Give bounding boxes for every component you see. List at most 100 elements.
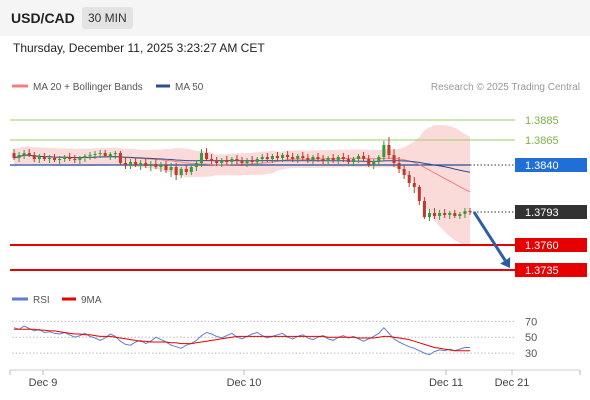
- candle: [265, 153, 269, 162]
- candle: [22, 150, 26, 159]
- x-tick-label: Dec 10: [227, 377, 262, 389]
- candle: [387, 137, 391, 159]
- legend-rsi-label: RSI: [33, 295, 50, 306]
- candle: [407, 171, 411, 187]
- candle: [422, 197, 426, 219]
- candle: [412, 177, 416, 193]
- candle: [123, 157, 127, 169]
- candle: [260, 154, 264, 163]
- candle: [331, 154, 335, 163]
- candle: [68, 153, 72, 161]
- last-price-tag: [515, 205, 587, 219]
- candle: [291, 153, 295, 162]
- support-1-tag: [515, 238, 587, 252]
- candle: [382, 141, 386, 161]
- candle: [174, 163, 178, 180]
- research-credit: Research © 2025 Trading Central: [431, 82, 580, 93]
- candle: [47, 155, 51, 163]
- candle: [392, 149, 396, 167]
- candle: [341, 153, 345, 162]
- rsi-panel: 70 50 30: [12, 316, 537, 360]
- candle: [230, 157, 234, 166]
- candle: [438, 210, 442, 220]
- candle: [306, 154, 310, 163]
- bollinger-band-area: [14, 125, 470, 247]
- level-labels: 1.3885 1.3865 1.3840 1.3793 1.3760 1.3735: [515, 115, 587, 277]
- resistance-2-label: 1.3885: [525, 115, 559, 127]
- candle: [301, 152, 305, 161]
- candle: [448, 211, 452, 219]
- candle: [235, 155, 239, 164]
- candle: [250, 156, 254, 164]
- candle: [83, 154, 87, 162]
- timeframe-button[interactable]: 30 MIN: [82, 7, 133, 29]
- support-1-label: 1.3760: [525, 240, 559, 252]
- candlesticks: [12, 137, 472, 221]
- candle: [134, 158, 138, 167]
- rsi-tick-label: 50: [525, 332, 537, 344]
- candle: [17, 152, 21, 162]
- last-price-label: 1.3793: [525, 207, 559, 219]
- candle: [164, 161, 168, 173]
- candle: [58, 156, 62, 164]
- support-2-tag: [515, 263, 587, 277]
- x-tick-label: Dec 21: [495, 377, 530, 389]
- candle: [270, 154, 274, 163]
- candle: [42, 153, 46, 161]
- candle: [316, 153, 320, 162]
- candle: [443, 209, 447, 218]
- legend-9ma-label: 9MA: [81, 295, 102, 306]
- candle: [12, 149, 16, 160]
- candle: [210, 154, 214, 164]
- candle: [113, 151, 117, 159]
- candle: [357, 154, 361, 163]
- candle: [346, 155, 350, 164]
- x-axis: Dec 9 Dec 10 Dec 11 Dec 21: [9, 370, 581, 389]
- candle: [199, 149, 203, 167]
- candle: [326, 156, 330, 165]
- candle: [321, 155, 325, 164]
- candle: [296, 154, 300, 163]
- candle: [149, 161, 153, 171]
- candle: [275, 152, 279, 161]
- candle: [179, 167, 183, 178]
- candle: [139, 160, 143, 170]
- candle: [220, 158, 224, 167]
- candle: [417, 185, 421, 205]
- chart-timestamp: Thursday, December 11, 2025 3:23:27 AM C…: [13, 41, 265, 55]
- candle: [468, 208, 472, 215]
- rsi-line: [13, 325, 470, 356]
- resistance-1-label: 1.3865: [525, 135, 559, 147]
- chart-header: USD/CAD 30 MIN: [0, 0, 590, 36]
- candle: [27, 149, 31, 157]
- x-tick-label: Dec 11: [429, 377, 463, 389]
- candle: [184, 165, 188, 175]
- candle: [433, 208, 437, 219]
- rsi-ma-line: [14, 328, 470, 352]
- rsi-tick-label: 30: [525, 348, 537, 360]
- x-tick-label: Dec 9: [29, 377, 58, 389]
- candle: [88, 152, 92, 160]
- candle: [225, 156, 229, 165]
- candle: [402, 165, 406, 179]
- price-levels: [10, 119, 515, 271]
- candle: [154, 159, 158, 169]
- candle: [189, 165, 193, 175]
- candle: [463, 208, 467, 218]
- candle: [78, 156, 82, 164]
- candle: [73, 155, 77, 163]
- pivot-label: 1.3840: [525, 160, 559, 172]
- rsi-tick-label: 70: [525, 316, 537, 328]
- forecast-arrow-head: [500, 257, 511, 268]
- candle: [245, 158, 249, 167]
- candle: [205, 148, 209, 161]
- candle: [194, 161, 198, 171]
- bollinger-bands: [14, 125, 470, 247]
- candle: [336, 155, 340, 164]
- candle: [215, 157, 219, 166]
- candle: [240, 157, 244, 166]
- candle: [93, 151, 97, 159]
- candle: [453, 210, 457, 218]
- candle: [118, 151, 122, 165]
